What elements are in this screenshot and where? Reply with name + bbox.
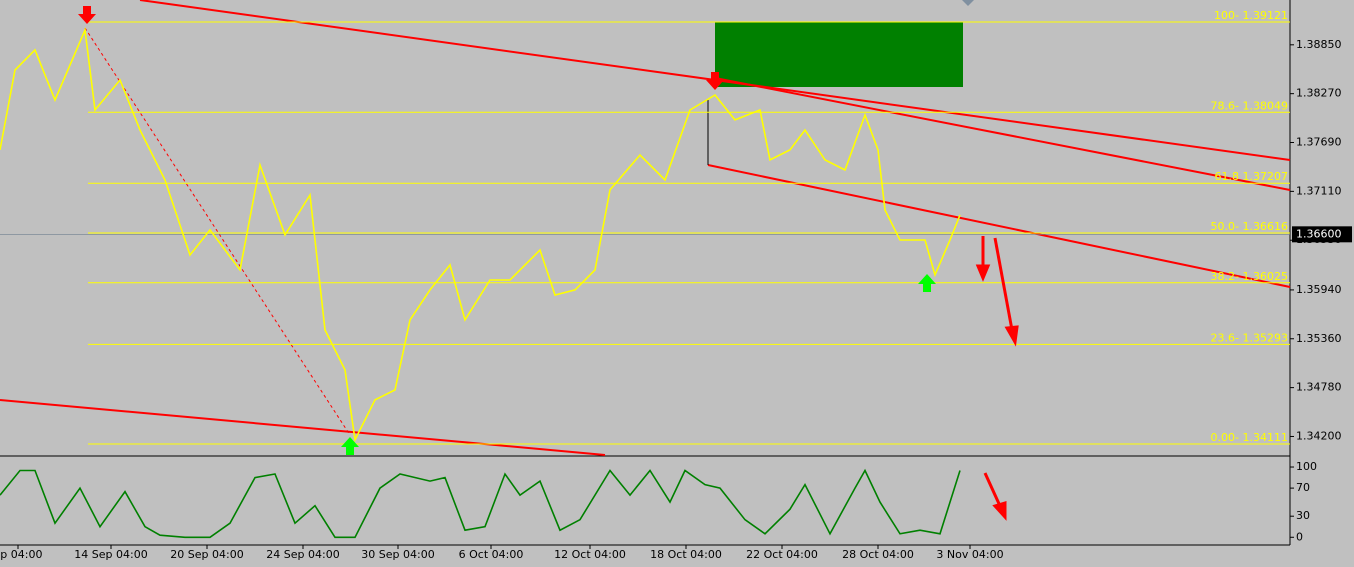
current-price-box [1292,226,1352,243]
buy-arrow [341,437,359,455]
y-tick-label: 1.35360 [1296,332,1342,345]
buy-arrow [918,274,936,292]
x-tick-label: 22 Oct 04:00 [746,548,818,561]
fib-label: 23.6- 1.35293 [1211,331,1288,344]
x-tick-label: 20 Sep 04:00 [170,548,243,561]
y-tick-label: 1.38850 [1296,38,1342,51]
y-tick-label: 30 [1296,509,1310,522]
trendline [714,77,1291,191]
x-tick-label: ep 04:00 [0,548,42,561]
fib-label: 100- 1.39121 [1214,9,1288,22]
y-tick-label: 1.35940 [1296,283,1342,296]
fib-baseline [84,27,351,436]
current-price-label: 1.36600 [1296,227,1342,240]
fib-label: 78.6- 1.38049 [1211,99,1288,112]
forecast-arrow-head [1004,325,1019,347]
x-tick-label: 6 Oct 04:00 [459,548,524,561]
x-tick-label: 18 Oct 04:00 [650,548,722,561]
sell-arrow [706,72,724,90]
fib-label: 38.2- 1.36025 [1211,270,1288,283]
x-tick-label: 3 Nov 04:00 [936,548,1003,561]
x-tick-label: 14 Sep 04:00 [74,548,147,561]
forecast-arrow [983,472,1002,507]
y-tick-label: 1.38270 [1296,87,1342,100]
forecast-arrow [993,237,1014,331]
y-tick-label: 70 [1296,481,1310,494]
x-tick-label: 28 Oct 04:00 [842,548,914,561]
x-tick-label: 24 Sep 04:00 [266,548,339,561]
price-line [0,26,961,443]
forecast-arrow-head [975,264,991,282]
y-tick-label: 1.37690 [1296,136,1342,149]
main-panel [0,0,1290,455]
x-tick-label: 30 Sep 04:00 [361,548,434,561]
x-tick-label: 12 Oct 04:00 [554,548,626,561]
fib-label: 50.0- 1.36616 [1211,220,1288,233]
marker [962,0,974,6]
signal-arrows [78,0,1019,521]
y-tick-label: 1.37110 [1296,184,1342,197]
y-tick-label: 100 [1296,460,1317,473]
price-line [0,468,961,539]
sell-arrow [78,6,96,24]
zone-box [715,22,963,87]
fib-label: 0.00- 1.34111 [1211,431,1288,444]
marks: 1.388501.382701.376901.371101.365301.359… [0,9,1352,561]
trendline [0,399,606,456]
trendline [707,164,1291,288]
y-tick-label: 1.34200 [1296,429,1342,442]
fib-label: 61.8 1.37207 [1215,170,1288,183]
forecast-arrow-head [992,500,1007,521]
y-tick-label: 0 [1296,530,1303,543]
y-tick-label: 1.34780 [1296,381,1342,394]
